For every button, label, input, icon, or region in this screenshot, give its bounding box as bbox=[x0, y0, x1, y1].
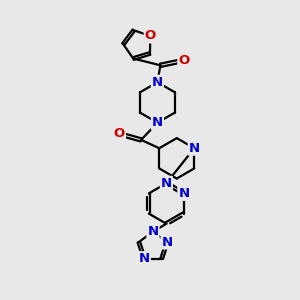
Text: N: N bbox=[189, 142, 200, 155]
Text: N: N bbox=[161, 177, 172, 190]
Text: N: N bbox=[152, 76, 163, 89]
Text: N: N bbox=[161, 236, 173, 248]
Text: O: O bbox=[178, 54, 190, 67]
Text: O: O bbox=[145, 29, 156, 43]
Text: N: N bbox=[139, 252, 150, 265]
Text: N: N bbox=[152, 116, 163, 129]
Text: N: N bbox=[178, 187, 189, 200]
Text: N: N bbox=[147, 225, 158, 238]
Text: O: O bbox=[114, 128, 125, 140]
